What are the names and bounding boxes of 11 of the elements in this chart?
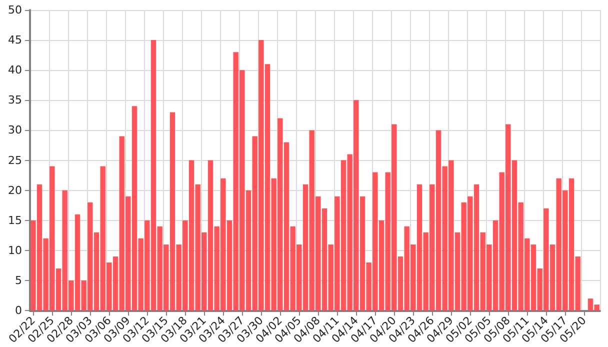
y-tick-label: 25 [8,154,22,167]
y-tick-label: 10 [8,244,22,257]
y-tick-label: 50 [8,4,22,16]
y-tick-label: 40 [8,64,22,77]
y-tick-label: 5 [15,274,22,288]
y-tick-label: 15 [8,214,22,227]
y-tick-label: 35 [8,94,22,107]
y-tick-label: 30 [8,124,22,137]
y-tick-label: 20 [8,184,22,197]
y-tick-label: 0 [15,304,22,318]
y-tick-label: 45 [8,34,22,47]
